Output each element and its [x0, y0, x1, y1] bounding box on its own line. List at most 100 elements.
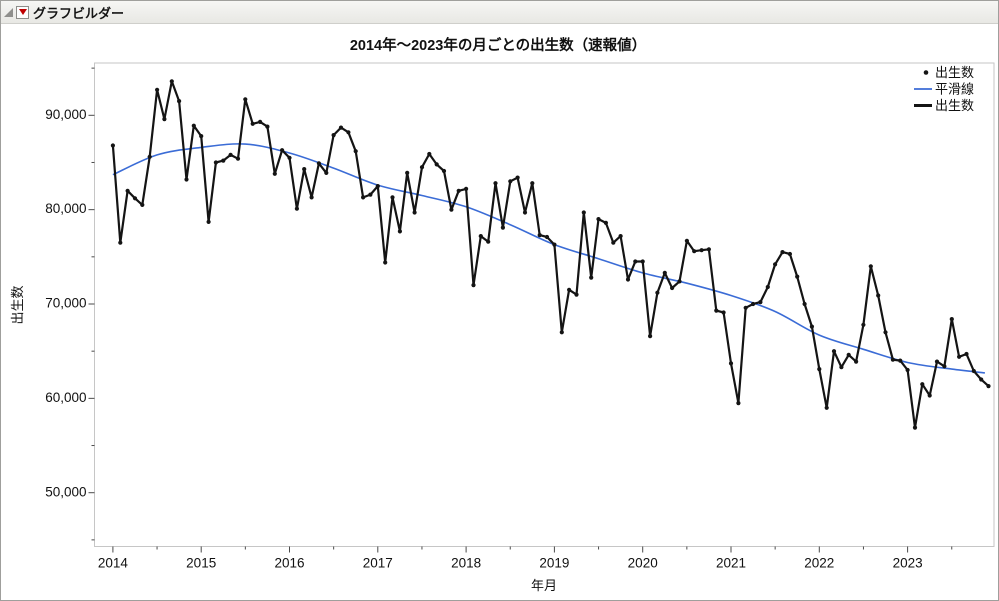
data-point[interactable] [140, 202, 145, 207]
data-point[interactable] [324, 170, 329, 175]
x-tick-label[interactable]: 2014 [98, 556, 129, 571]
data-point[interactable] [876, 293, 881, 298]
data-point[interactable] [971, 368, 976, 374]
data-point[interactable] [684, 238, 690, 243]
data-point[interactable] [905, 367, 910, 373]
data-point[interactable] [714, 308, 719, 313]
data-point[interactable] [331, 133, 336, 138]
data-point[interactable] [191, 123, 196, 128]
data-point[interactable] [603, 220, 609, 225]
data-point[interactable] [831, 349, 837, 354]
data-point[interactable] [361, 195, 366, 200]
birth-series-points[interactable] [110, 79, 991, 430]
data-point[interactable] [441, 168, 447, 174]
data-point[interactable] [390, 195, 395, 200]
data-point[interactable] [397, 229, 402, 234]
legend-item-label[interactable]: 出生数 [935, 98, 974, 113]
data-point[interactable] [809, 324, 815, 329]
data-point[interactable] [927, 393, 932, 398]
data-point[interactable] [471, 283, 476, 288]
data-point[interactable] [618, 234, 623, 239]
data-point[interactable] [625, 277, 631, 282]
x-tick-label[interactable]: 2022 [804, 556, 834, 571]
data-point[interactable] [118, 240, 123, 245]
data-point[interactable] [265, 124, 270, 129]
data-point[interactable] [743, 305, 748, 310]
data-point[interactable] [302, 167, 307, 172]
data-point[interactable] [177, 99, 182, 104]
data-point[interactable] [574, 292, 579, 297]
data-point[interactable] [728, 361, 734, 366]
data-point[interactable] [736, 401, 741, 406]
data-point[interactable] [868, 264, 873, 269]
data-point[interactable] [552, 242, 557, 247]
data-point[interactable] [228, 152, 233, 157]
data-point[interactable] [706, 247, 712, 252]
data-point[interactable] [368, 192, 373, 197]
y-tick-label[interactable]: 60,000 [45, 390, 86, 405]
y-axis-title[interactable]: 出生数 [10, 285, 25, 324]
data-point[interactable] [934, 359, 940, 364]
x-tick-label[interactable]: 2019 [539, 556, 569, 571]
data-point[interactable] [787, 251, 793, 257]
data-point[interactable] [633, 259, 638, 264]
outline-titlebar[interactable]: グラフビルダー [1, 1, 998, 24]
x-tick-label[interactable]: 2016 [274, 556, 304, 571]
data-point[interactable] [508, 179, 513, 184]
data-point[interactable] [530, 181, 535, 186]
data-point[interactable] [456, 188, 461, 193]
data-point[interactable] [206, 219, 211, 224]
data-point[interactable] [309, 195, 314, 200]
data-point[interactable] [839, 365, 844, 370]
data-point[interactable] [258, 119, 263, 124]
x-tick-label[interactable]: 2017 [363, 556, 393, 571]
x-tick-label[interactable]: 2021 [716, 556, 746, 571]
data-point[interactable] [493, 181, 498, 186]
data-point[interactable] [184, 177, 189, 182]
x-tick-label[interactable]: 2023 [893, 556, 923, 571]
data-point[interactable] [294, 206, 299, 211]
legend-item-label[interactable]: 平滑線 [935, 82, 974, 97]
y-tick-label[interactable]: 50,000 [45, 484, 86, 499]
data-point[interactable] [861, 322, 866, 327]
data-point[interactable] [567, 287, 572, 292]
data-point[interactable] [221, 158, 226, 163]
data-point[interactable] [758, 300, 763, 305]
data-point[interactable] [949, 317, 954, 322]
data-point[interactable] [250, 121, 255, 126]
data-point[interactable] [316, 161, 321, 166]
data-point[interactable] [132, 196, 138, 201]
data-point[interactable] [405, 170, 410, 175]
data-point[interactable] [589, 275, 594, 280]
data-point[interactable] [773, 262, 778, 267]
data-point[interactable] [596, 217, 601, 222]
plot-area[interactable] [94, 62, 995, 547]
data-point[interactable] [920, 382, 925, 387]
data-point[interactable] [412, 210, 417, 215]
data-point[interactable] [802, 301, 807, 307]
data-point[interactable] [287, 155, 292, 160]
data-point[interactable] [721, 310, 726, 315]
data-point[interactable] [964, 351, 969, 357]
data-point[interactable] [559, 330, 564, 335]
data-point[interactable] [169, 79, 174, 84]
x-tick-label[interactable]: 2018 [451, 556, 481, 571]
red-triangle-menu-icon[interactable] [16, 5, 29, 19]
data-point[interactable] [817, 367, 822, 372]
y-tick-label[interactable]: 80,000 [45, 201, 86, 216]
data-point[interactable] [986, 384, 991, 389]
data-point[interactable] [434, 162, 439, 167]
data-point[interactable] [427, 151, 432, 157]
y-tick-label[interactable]: 90,000 [45, 107, 86, 122]
data-point[interactable] [537, 233, 542, 238]
data-point[interactable] [280, 148, 285, 153]
data-point[interactable] [199, 134, 204, 139]
data-point[interactable] [147, 154, 152, 159]
data-point[interactable] [765, 284, 770, 290]
outline-disclosure-icon[interactable] [4, 7, 13, 17]
data-point[interactable] [243, 97, 248, 102]
x-axis-title[interactable]: 年月 [531, 578, 557, 593]
data-point[interactable] [346, 130, 351, 135]
data-point[interactable] [272, 171, 277, 176]
x-tick-label[interactable]: 2020 [628, 556, 658, 571]
